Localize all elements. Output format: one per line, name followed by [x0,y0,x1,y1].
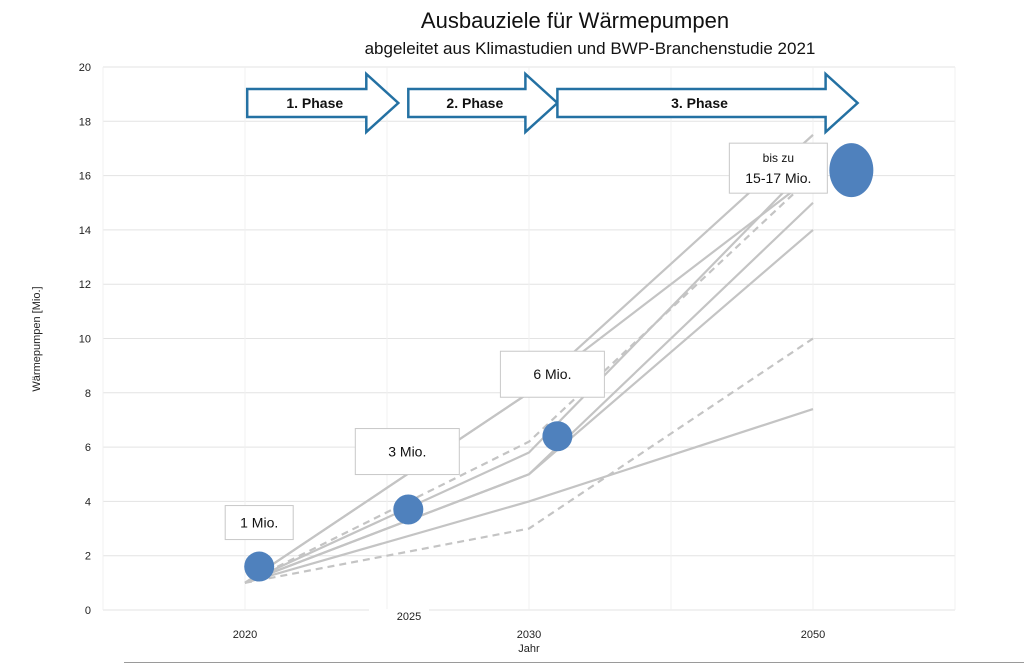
marker-label: 3 Mio. [388,444,426,460]
phase-arrows: 1. Phase 2. Phase 3. Phase [245,71,860,135]
chart-subtitle: abgeleitet aus Klimastudien und BWP-Bran… [365,39,816,58]
y-tick-label: 20 [79,62,91,74]
phase-label: 2. Phase [446,95,503,111]
marker-label-line2: 15-17 Mio. [745,170,811,186]
y-tick-label: 6 [85,442,91,454]
target-markers: 1 Mio. 3 Mio. 6 Mio. bis zu 15-17 Mio. [224,142,874,582]
x-tick-backdrop [369,609,429,631]
marker-label-box [224,505,294,541]
y-tick-label: 0 [85,605,91,617]
phase-arrow-3 [556,71,860,135]
bottom-divider [124,662,1024,663]
phase-arrow-1 [245,71,401,135]
target-marker-3 [542,421,573,452]
target-marker-2050 [829,143,874,198]
marker-label: 1 Mio. [240,515,278,531]
marker-label-box [728,142,828,194]
y-tick-label: 2 [85,551,91,563]
x-tick-label: 2025 [397,611,421,623]
x-tick-label: 2050 [801,629,825,641]
chart-title: Ausbauziele für Wärmepumpen [421,8,729,33]
marker-label-box [354,428,460,476]
series-line-4 [244,161,814,584]
y-tick-label: 8 [85,388,91,400]
y-tick-label: 14 [79,225,91,237]
y-tick-label: 12 [79,279,91,291]
x-tick-label: 2020 [233,629,257,641]
phase-label: 3. Phase [671,95,728,111]
series-line-3 [244,174,814,584]
y-tick-label: 18 [79,116,91,128]
series-line-6 [244,229,814,584]
series-line-8 [244,408,814,584]
marker-label-box [499,350,605,398]
phase-arrow-2 [407,71,560,135]
y-tick-label: 10 [79,334,91,346]
marker-label-line1: bis zu [763,151,794,165]
marker-label: 6 Mio. [533,366,571,382]
target-marker-2 [393,494,424,525]
x-axis-ticks: 2020 2025 2030 2050 [233,609,825,641]
series-line-7 [244,337,814,584]
y-axis-label: Wärmepumpen [Mio.] [31,286,43,391]
target-marker-1 [244,551,275,582]
y-tick-label: 4 [85,496,91,508]
x-axis-label: Jahr [518,643,540,655]
x-tick-label: 2030 [517,629,541,641]
phase-label: 1. Phase [286,95,343,111]
y-tick-label: 16 [79,171,91,183]
y-axis-ticks: 0 2 4 6 8 10 12 14 16 18 20 [79,62,91,617]
